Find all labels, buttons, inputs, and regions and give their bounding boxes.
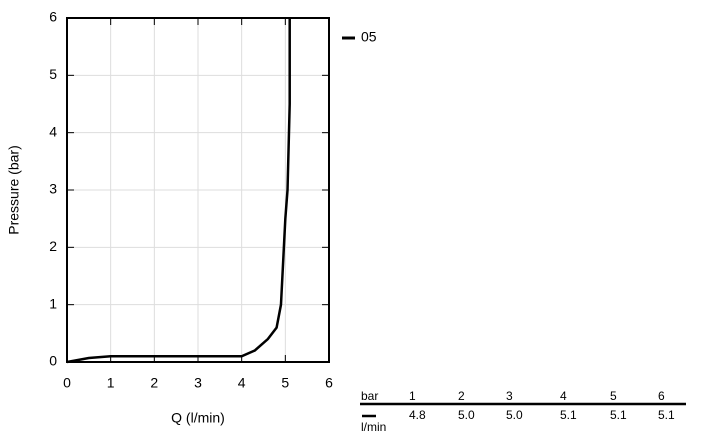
y-tick-label: 5	[49, 66, 57, 82]
x-tick-label: 1	[107, 375, 115, 391]
y-tick-label: 2	[49, 238, 57, 254]
table-value: 5.0	[506, 408, 523, 422]
y-tick-label: 1	[49, 295, 57, 311]
table-row-label: l/min	[361, 420, 386, 434]
x-tick-label: 4	[238, 375, 246, 391]
table-value: 5.0	[458, 408, 475, 422]
legend-label: 05	[361, 29, 377, 45]
x-tick-label: 2	[150, 375, 158, 391]
x-tick-label: 3	[194, 375, 202, 391]
table-header: 1	[409, 389, 416, 403]
plot-frame	[66, 17, 330, 363]
table-value: 4.8	[409, 408, 426, 422]
table-header: 6	[658, 389, 665, 403]
table-value: 5.1	[560, 408, 577, 422]
table-header: 2	[458, 389, 465, 403]
y-axis-label: Pressure (bar)	[6, 145, 22, 234]
table-header: 3	[506, 389, 513, 403]
y-tick-label: 4	[49, 123, 57, 139]
table-header: 5	[610, 389, 617, 403]
x-tick-label: 0	[63, 375, 71, 391]
x-axis-label: Q (l/min)	[171, 410, 225, 426]
table-header: bar	[361, 389, 378, 403]
y-tick-label: 6	[49, 9, 57, 25]
x-tick-label: 6	[325, 375, 333, 391]
x-tick-label: 5	[281, 375, 289, 391]
y-tick-label: 0	[49, 353, 57, 369]
table-value: 5.1	[658, 408, 675, 422]
table-value: 5.1	[610, 408, 627, 422]
y-tick-label: 3	[49, 181, 57, 197]
series-line	[66, 18, 291, 364]
table-header: 4	[560, 389, 567, 403]
